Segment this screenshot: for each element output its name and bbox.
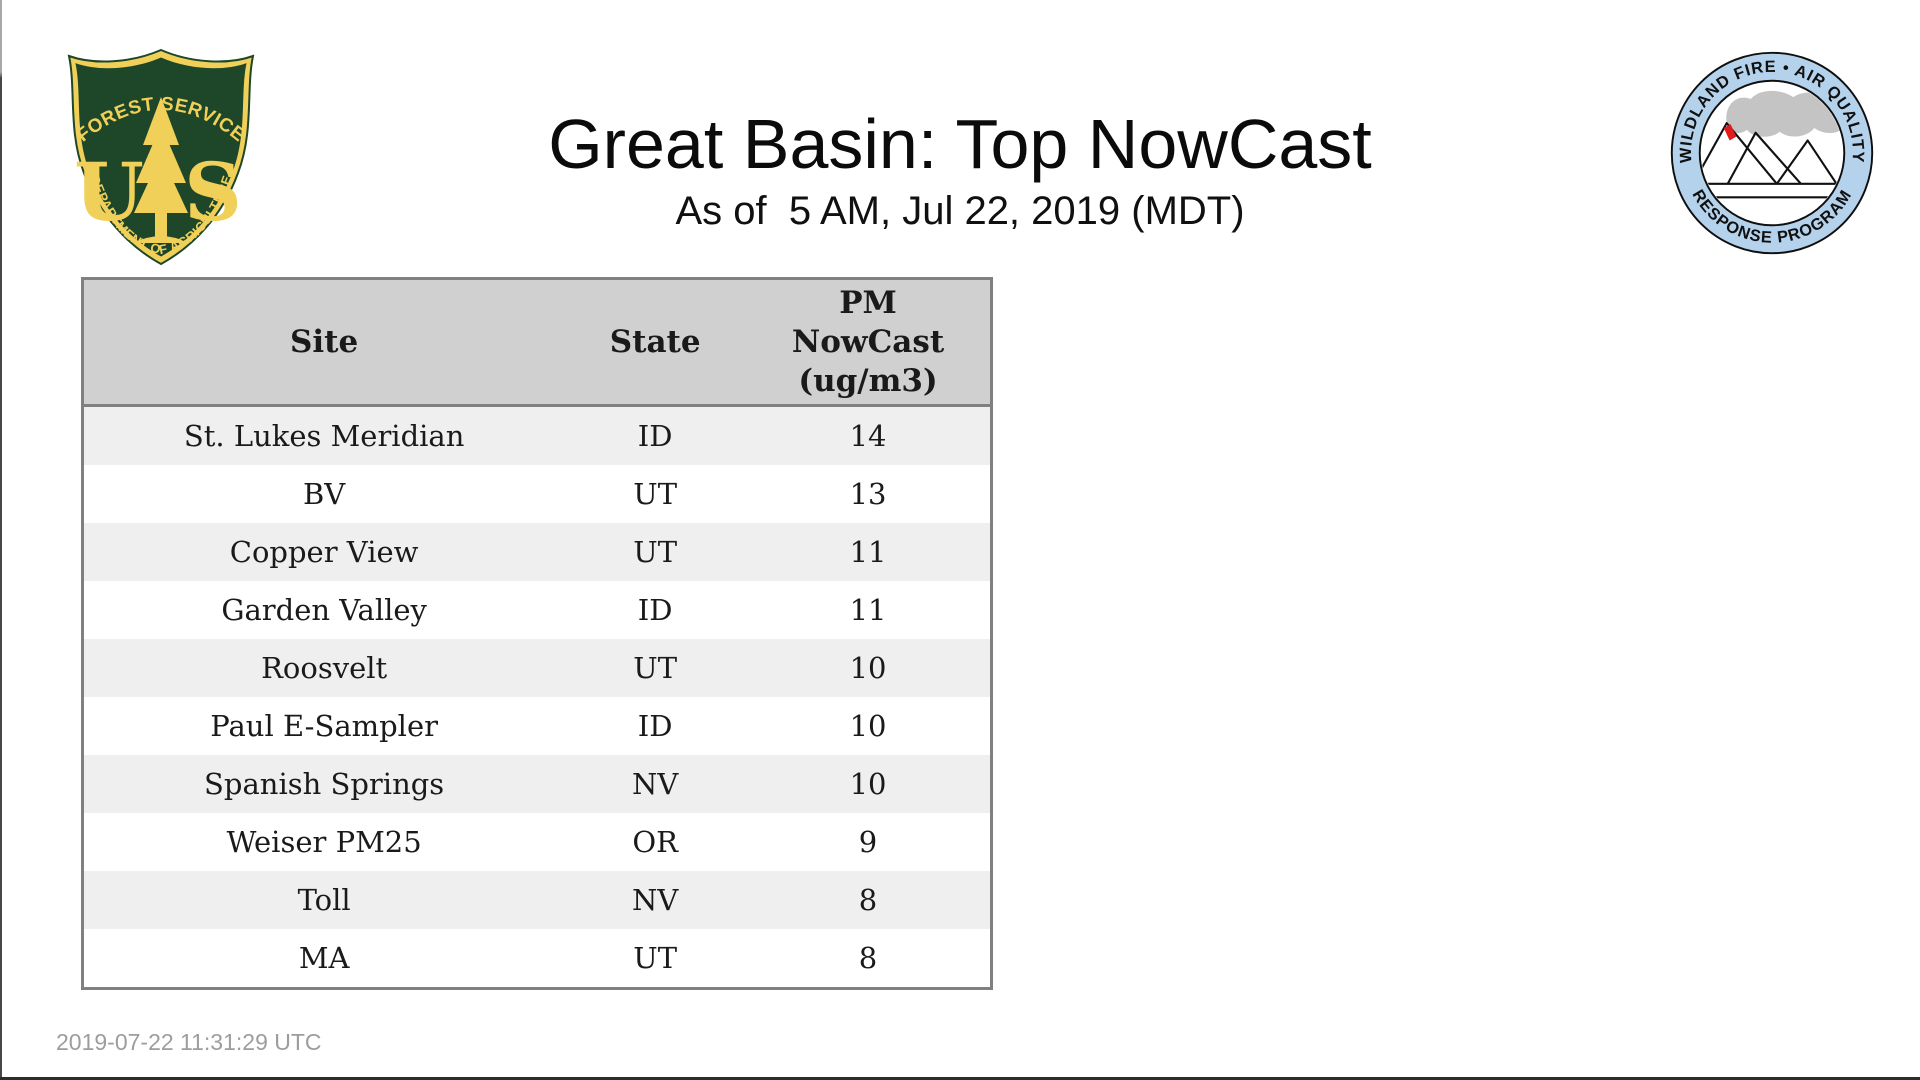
pm-nowcast-cell: 10 bbox=[849, 651, 887, 685]
flame-icon bbox=[1723, 124, 1737, 141]
pm-header-line-2: NowCast bbox=[791, 323, 945, 360]
state-cell: UT bbox=[633, 941, 678, 975]
nowcast-table-body: St. Lukes Meridian ID 14 BV UT 13 Copper… bbox=[82, 405, 992, 989]
page-left-edge bbox=[0, 0, 2, 1080]
site-cell: Copper View bbox=[229, 535, 419, 569]
state-cell: ID bbox=[637, 593, 673, 627]
wildland-fire-air-quality-badge: WILDLAND FIRE • AIR QUALITY RESPONSE PRO… bbox=[1670, 51, 1874, 255]
col-header-site: Site bbox=[82, 278, 565, 407]
table-row: St. Lukes Meridian ID 14 bbox=[82, 405, 992, 465]
table-row: Garden Valley ID 11 bbox=[83, 581, 992, 639]
footer-timestamp: 2019-07-22 11:31:29 UTC bbox=[56, 1029, 322, 1055]
table-row: Roosvelt UT 10 bbox=[82, 639, 992, 697]
state-cell: ID bbox=[637, 419, 673, 453]
site-cell: Paul E-Sampler bbox=[210, 709, 438, 743]
table-row: Spanish Springs NV 10 bbox=[82, 755, 992, 813]
pm-nowcast-cell: 10 bbox=[849, 709, 887, 743]
table-row: Weiser PM25 OR 9 bbox=[83, 813, 992, 871]
state-cell: UT bbox=[633, 651, 678, 685]
site-cell: MA bbox=[298, 941, 350, 975]
state-cell: UT bbox=[633, 477, 678, 511]
letter-s: S bbox=[184, 145, 242, 239]
table-header-row: Site State PM NowCast (ug/m3) bbox=[82, 278, 992, 407]
state-cell: NV bbox=[632, 767, 679, 801]
site-cell: St. Lukes Meridian bbox=[183, 419, 465, 453]
table-row: Toll NV 8 bbox=[82, 871, 992, 929]
pm-nowcast-cell: 13 bbox=[849, 477, 887, 511]
page-subtitle: As of 5 AM, Jul 22, 2019 (MDT) bbox=[675, 189, 1245, 233]
pm-nowcast-cell: 9 bbox=[858, 825, 878, 859]
nowcast-table: Site State PM NowCast (ug/m3) St. Lukes … bbox=[81, 277, 993, 990]
site-cell: Roosvelt bbox=[261, 651, 388, 685]
letter-u: U bbox=[74, 145, 144, 239]
col-header-state: State bbox=[564, 278, 747, 407]
pm-header-line-1: PM bbox=[839, 284, 897, 321]
col-header-pm-nowcast: PM NowCast (ug/m3) bbox=[746, 278, 992, 407]
table-row: Copper View UT 11 bbox=[82, 523, 992, 581]
pm-nowcast-cell: 8 bbox=[858, 883, 878, 917]
pm-header-line-3: (ug/m3) bbox=[798, 362, 938, 399]
site-cell: BV bbox=[303, 477, 346, 511]
table-row: Paul E-Sampler ID 10 bbox=[83, 697, 992, 755]
state-cell: UT bbox=[633, 535, 678, 569]
pm-nowcast-cell: 10 bbox=[849, 767, 887, 801]
table-row: MA UT 8 bbox=[83, 929, 992, 989]
page-title: Great Basin: Top NowCast bbox=[548, 104, 1372, 183]
site-cell: Spanish Springs bbox=[204, 767, 445, 801]
pm-nowcast-cell: 11 bbox=[849, 535, 887, 569]
state-cell: ID bbox=[637, 709, 673, 743]
site-cell: Toll bbox=[297, 883, 351, 917]
smoke-plume-icon bbox=[1726, 90, 1843, 137]
state-cell: OR bbox=[632, 825, 678, 859]
page-bottom-edge bbox=[0, 1077, 1920, 1080]
site-cell: Garden Valley bbox=[221, 593, 427, 627]
pm-nowcast-cell: 8 bbox=[858, 941, 878, 975]
forest-service-logo: FOREST SERVICE U S DEPARTMENT OF AGRICUL… bbox=[67, 48, 255, 266]
state-cell: NV bbox=[632, 883, 679, 917]
table-row: BV UT 13 bbox=[83, 465, 992, 523]
site-cell: Weiser PM25 bbox=[226, 825, 422, 859]
pm-nowcast-cell: 14 bbox=[849, 419, 887, 453]
pm-nowcast-cell: 11 bbox=[849, 593, 887, 627]
pine-tree-icon bbox=[134, 97, 188, 243]
